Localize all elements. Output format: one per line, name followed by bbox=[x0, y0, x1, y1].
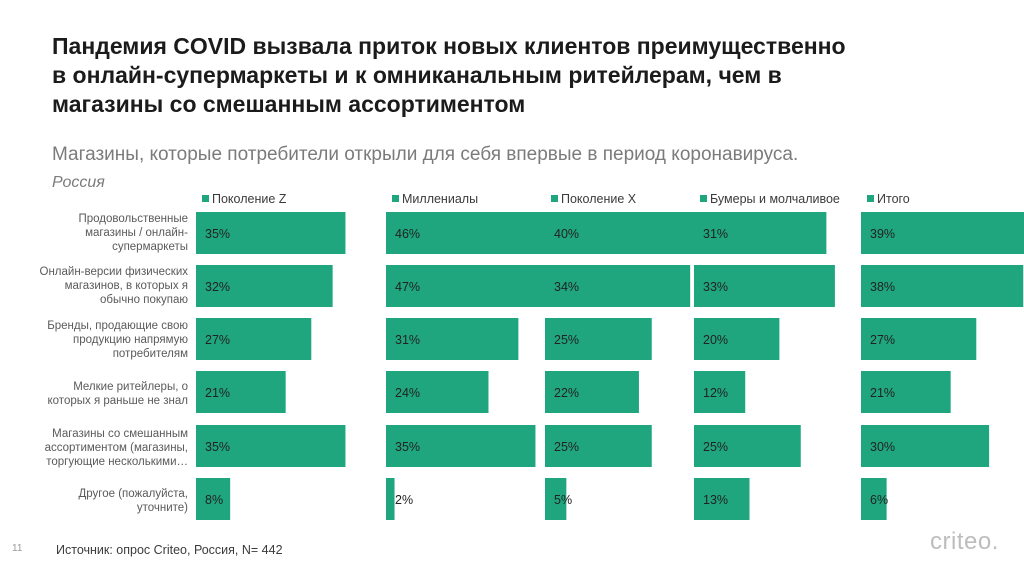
bar-s3-c1 bbox=[545, 212, 716, 254]
source-note: Источник: опрос Criteo, Россия, N= 442 bbox=[56, 543, 283, 557]
data-label-s4-c3: 20% bbox=[703, 333, 728, 347]
legend-item-4: Бумеры и молчаливое bbox=[700, 192, 840, 206]
bar-s4-c5 bbox=[694, 425, 801, 467]
legend-swatch bbox=[202, 195, 209, 202]
data-label-s3-c6: 5% bbox=[554, 493, 572, 507]
data-label-s4-c1: 31% bbox=[703, 227, 728, 241]
legend-label: Итого bbox=[877, 192, 910, 206]
data-label-s1-c3: 27% bbox=[205, 333, 230, 347]
legend-label: Бумеры и молчаливое bbox=[710, 192, 840, 206]
data-label-s4-c6: 13% bbox=[703, 493, 728, 507]
page-title: Пандемия COVID вызвала приток новых клие… bbox=[52, 32, 1002, 119]
data-label-s2-c6: 2% bbox=[395, 493, 413, 507]
page-number: 11 bbox=[12, 543, 23, 554]
legend-swatch bbox=[551, 195, 558, 202]
category-label-3: Бренды, продающие свою продукцию напрямую… bbox=[47, 320, 188, 360]
legend-swatch bbox=[867, 195, 874, 202]
bar-s2-c4 bbox=[386, 371, 489, 413]
data-label-s1-c5: 35% bbox=[205, 440, 230, 454]
legend-item-3: Поколение X bbox=[551, 192, 637, 206]
bar-s4-c3 bbox=[694, 318, 780, 360]
legend-item-5: Итого bbox=[867, 192, 910, 206]
bar-s1-c5 bbox=[196, 425, 346, 467]
bar-s3-c6 bbox=[545, 478, 567, 520]
category-label-4: Мелкие ритейлеры, о которых я раньше не з… bbox=[47, 381, 189, 407]
data-label-s2-c1: 46% bbox=[395, 227, 420, 241]
data-label-s2-c5: 35% bbox=[395, 440, 420, 454]
bar-s3-c2 bbox=[545, 265, 691, 307]
data-label-s1-c2: 32% bbox=[205, 280, 230, 294]
legend-swatch bbox=[392, 195, 399, 202]
title-line-3: магазины со смешанным ассортиментом bbox=[52, 91, 526, 117]
data-label-s4-c2: 33% bbox=[703, 280, 728, 294]
data-label-s1-c1: 35% bbox=[205, 227, 230, 241]
bar-s5-c6 bbox=[861, 478, 887, 520]
data-label-s5-c3: 27% bbox=[870, 333, 895, 347]
legend-label: Поколение Z bbox=[212, 192, 287, 206]
bar-s4-c1 bbox=[694, 212, 827, 254]
bar-s5-c5 bbox=[861, 425, 990, 467]
bar-s5-c2 bbox=[861, 265, 1024, 307]
title-line-2: в онлайн-супермаркеты и к омниканальным … bbox=[52, 62, 782, 88]
data-label-s5-c6: 6% bbox=[870, 493, 888, 507]
title-line-1: Пандемия COVID вызвала приток новых клие… bbox=[52, 33, 846, 59]
bar-s4-c4 bbox=[694, 371, 746, 413]
bar-s2-c6 bbox=[386, 478, 395, 520]
bar-s1-c2 bbox=[196, 265, 333, 307]
data-label-s3-c2: 34% bbox=[554, 280, 579, 294]
data-label-s2-c4: 24% bbox=[395, 386, 420, 400]
bar-s2-c5 bbox=[386, 425, 536, 467]
legend-label: Поколение X bbox=[561, 192, 637, 206]
bar-s3-c5 bbox=[545, 425, 652, 467]
category-label-6: Другое (пожалуйста, уточните) bbox=[78, 488, 188, 514]
bar-s3-c3 bbox=[545, 318, 652, 360]
data-label-s5-c1: 39% bbox=[870, 227, 895, 241]
category-label-1: Продовольственные магазины / онлайн-супер… bbox=[78, 213, 189, 253]
criteo-logo: criteo. bbox=[930, 528, 999, 555]
data-label-s1-c6: 8% bbox=[205, 493, 223, 507]
bar-s1-c6 bbox=[196, 478, 231, 520]
data-label-s5-c4: 21% bbox=[870, 386, 895, 400]
category-label-2: Онлайн-версии физических магазинов, в кот… bbox=[39, 266, 189, 306]
legend-swatch bbox=[700, 195, 707, 202]
chart-subtitle: Магазины, которые потребители открыли дл… bbox=[52, 144, 799, 165]
data-label-s4-c4: 12% bbox=[703, 386, 728, 400]
data-label-s3-c5: 25% bbox=[554, 440, 579, 454]
data-label-s1-c4: 21% bbox=[205, 386, 230, 400]
legend-label: Миллениалы bbox=[402, 192, 478, 206]
data-label-s3-c1: 40% bbox=[554, 227, 579, 241]
bar-s5-c4 bbox=[861, 371, 951, 413]
data-label-s4-c5: 25% bbox=[703, 440, 728, 454]
bar-s3-c4 bbox=[545, 371, 639, 413]
data-label-s3-c3: 25% bbox=[554, 333, 579, 347]
bar-s1-c4 bbox=[196, 371, 286, 413]
bar-s4-c2 bbox=[694, 265, 835, 307]
bar-s1-c1 bbox=[196, 212, 346, 254]
category-label-5: Магазины со смешанным ассортиментом (мага… bbox=[44, 428, 188, 468]
bar-s5-c1 bbox=[861, 212, 1024, 254]
data-label-s5-c5: 30% bbox=[870, 440, 895, 454]
bar-s2-c3 bbox=[386, 318, 519, 360]
legend-item-2: Миллениалы bbox=[392, 192, 478, 206]
data-label-s5-c2: 38% bbox=[870, 280, 895, 294]
data-label-s2-c3: 31% bbox=[395, 333, 420, 347]
legend-item-1: Поколение Z bbox=[202, 192, 287, 206]
bar-s4-c6 bbox=[694, 478, 750, 520]
region-label: Россия bbox=[52, 174, 105, 191]
bar-s5-c3 bbox=[861, 318, 977, 360]
data-label-s2-c2: 47% bbox=[395, 280, 420, 294]
bar-s1-c3 bbox=[196, 318, 312, 360]
data-label-s3-c4: 22% bbox=[554, 386, 579, 400]
